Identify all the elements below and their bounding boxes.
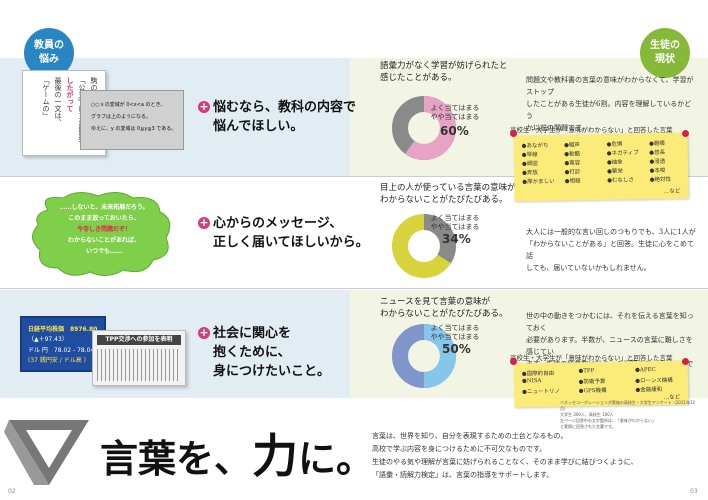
- donut-chart-3: [392, 324, 456, 388]
- donut-percent-2: 34%: [442, 232, 471, 246]
- right-text-2: 大人には一般的な言い回しのつもりでも、3人に1人が 「わからないことがある」と回答…: [526, 228, 696, 272]
- sticky-note-1: ●あながち ●琴線 ●頑固 ●奔放 ●厚かましい ●擬声 ●勧酷 ●寛容 ●打診 ●相殺 ●危惧 ●ネ…: [513, 132, 689, 202]
- note-word: ●むなしさ: [607, 177, 635, 184]
- pin-icon: [682, 130, 689, 137]
- donut-percent-3: 50%: [442, 342, 471, 356]
- page-number-left: 02: [8, 488, 16, 495]
- note-word: ●APEC: [635, 367, 656, 374]
- note-word: ●奔放: [522, 170, 538, 177]
- note-word: …など: [663, 188, 681, 195]
- note-word: ●危惧: [606, 141, 623, 148]
- note-word: ●国際的自由: [521, 370, 555, 378]
- note-word: ●防衛予算: [578, 378, 606, 386]
- note-word: ●絶対性: [649, 176, 672, 184]
- note-word: ●厚かましい: [522, 178, 555, 186]
- note-word: ●打診: [564, 169, 581, 176]
- donut-value-slice: [392, 214, 456, 278]
- note-word: ●相殺: [564, 178, 581, 185]
- note-word: ●GPS機構: [578, 387, 607, 395]
- note-word: ●勧酷: [564, 151, 581, 158]
- note-word: ●擬声: [564, 142, 580, 149]
- note-word: ●範疇: [649, 140, 665, 148]
- message-1: + 悩むなら、教科の内容で 悩んでほしい。: [198, 100, 357, 134]
- note-word: ●本唆: [649, 167, 666, 175]
- pin-icon: [682, 358, 689, 365]
- note-word: ●ローンス機構: [635, 377, 673, 385]
- note-word: ●悠長: [649, 149, 666, 157]
- note-word: ●頑固: [521, 161, 538, 168]
- donut-chart-1: [392, 96, 456, 160]
- pin-icon: [510, 358, 517, 365]
- triangle-logo-icon: [4, 420, 89, 485]
- question-2: 目上の人が使っている言葉の意味が わからないことがたびたびある。: [380, 183, 516, 205]
- footer-title: 言葉を、力に。: [100, 429, 375, 483]
- source-note: ベネッセコーポレーションが実施の高校生・大学生アンケート（2011年12月） 大…: [560, 400, 696, 429]
- question-1: 語彙力がなく学習が妨げられたと 感じたことがある。: [380, 61, 508, 83]
- note-word: ●繁栄: [607, 168, 623, 175]
- student-badge: 生徒の 現状: [640, 28, 690, 78]
- message-2: + 心からのメッセージ、 正しく届いてほしいから。: [198, 216, 369, 250]
- right-text-1: 問題文や教科書の言葉の意味がわからなくて、学習がストップ したことがある生徒が6割…: [526, 76, 694, 132]
- question-3: ニュースを見て言葉の意味が わからないことがたびたびある。: [380, 297, 508, 319]
- donut-label-3: よく当てはまる やや当てはまる: [430, 324, 480, 341]
- note-word: ●金融緩和: [635, 386, 663, 394]
- donut-percent-1: 60%: [440, 124, 469, 138]
- note-title-2: 高校生・大学生が「意味がわからない」と回答した言葉: [510, 354, 673, 362]
- donut-value-slice: [392, 96, 456, 160]
- note-title-1: 高校生・大学生が「意味がわからない」と回答した言葉: [510, 126, 673, 134]
- note-word: ●ネガティブ: [606, 150, 639, 157]
- note-word: ●NISA: [521, 378, 542, 385]
- note-word: ●あながち: [521, 142, 549, 150]
- donut-label-2: よく当てはまる やや当てはまる: [430, 214, 480, 231]
- note-word: ●寛容: [564, 160, 581, 167]
- message-3: + 社会に関心を 抱くために、 身につけたいこと。: [198, 326, 331, 379]
- donut-value-slice: [392, 324, 456, 388]
- note-word: ●TPP: [578, 368, 595, 375]
- donut-chart-2: [392, 214, 456, 278]
- note-word: ●抽象: [606, 159, 623, 166]
- row-band-1: [0, 58, 708, 176]
- page-number-right: 03: [690, 488, 698, 495]
- note-word: ●ニュートリノ: [522, 388, 560, 396]
- pin-icon: [510, 130, 517, 137]
- teacher-badge: 教員の 悩み: [24, 28, 74, 78]
- note-word: ●浸透: [649, 158, 666, 166]
- donut-label-1: よく当てはまる やや当てはまる: [430, 104, 480, 121]
- note-word: ●琴線: [521, 152, 538, 159]
- footer-body: 言葉は、世界を知り、自分を表現するための土台となるもの。 高校で学ぶ内容を身につ…: [372, 432, 638, 479]
